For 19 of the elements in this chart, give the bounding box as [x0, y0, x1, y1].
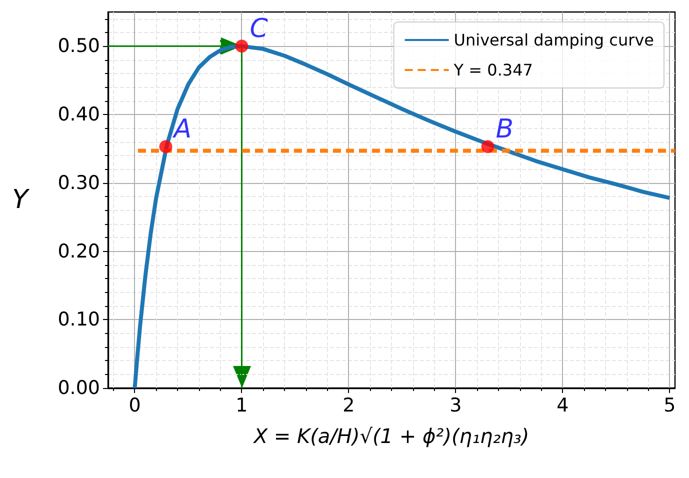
y-tick-label: 0.20 — [58, 240, 100, 262]
y-tick-label: 0.00 — [58, 377, 100, 399]
x-tick-label: 0 — [128, 394, 141, 416]
x-tick-label: 3 — [450, 394, 462, 416]
y-axis-title: Y — [12, 185, 30, 215]
annotation: A — [172, 114, 192, 145]
annotation: C — [250, 14, 269, 44]
x-tick-label: 1 — [236, 394, 248, 416]
y-tick-label: 0.50 — [58, 35, 100, 58]
x-tick-label: 5 — [664, 394, 676, 416]
x-tick-label: 2 — [342, 394, 355, 416]
x-axis-title: X = K(a/H)√(1 + ϕ²)(η₁η₂η₃) — [252, 424, 530, 448]
x-tick-label: 4 — [556, 394, 569, 416]
annotation: B — [496, 114, 514, 145]
legend-label: Y = 0.347 — [452, 60, 533, 80]
legend-label: Universal damping curve — [454, 30, 654, 50]
y-tick-label: 0.10 — [58, 308, 100, 331]
y-tick-label: 0.30 — [58, 172, 100, 194]
y-tick-label: 0.40 — [58, 104, 100, 126]
